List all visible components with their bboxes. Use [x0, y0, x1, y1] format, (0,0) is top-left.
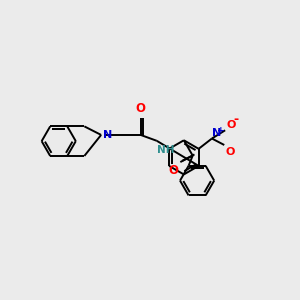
Text: +: +	[218, 126, 225, 135]
Text: O: O	[225, 147, 235, 157]
Text: N: N	[212, 128, 222, 138]
Text: O: O	[226, 120, 236, 130]
Text: O: O	[168, 164, 178, 177]
Text: N: N	[103, 130, 113, 140]
Text: NH: NH	[157, 145, 175, 154]
Text: O: O	[136, 102, 146, 115]
Text: -: -	[233, 113, 238, 126]
